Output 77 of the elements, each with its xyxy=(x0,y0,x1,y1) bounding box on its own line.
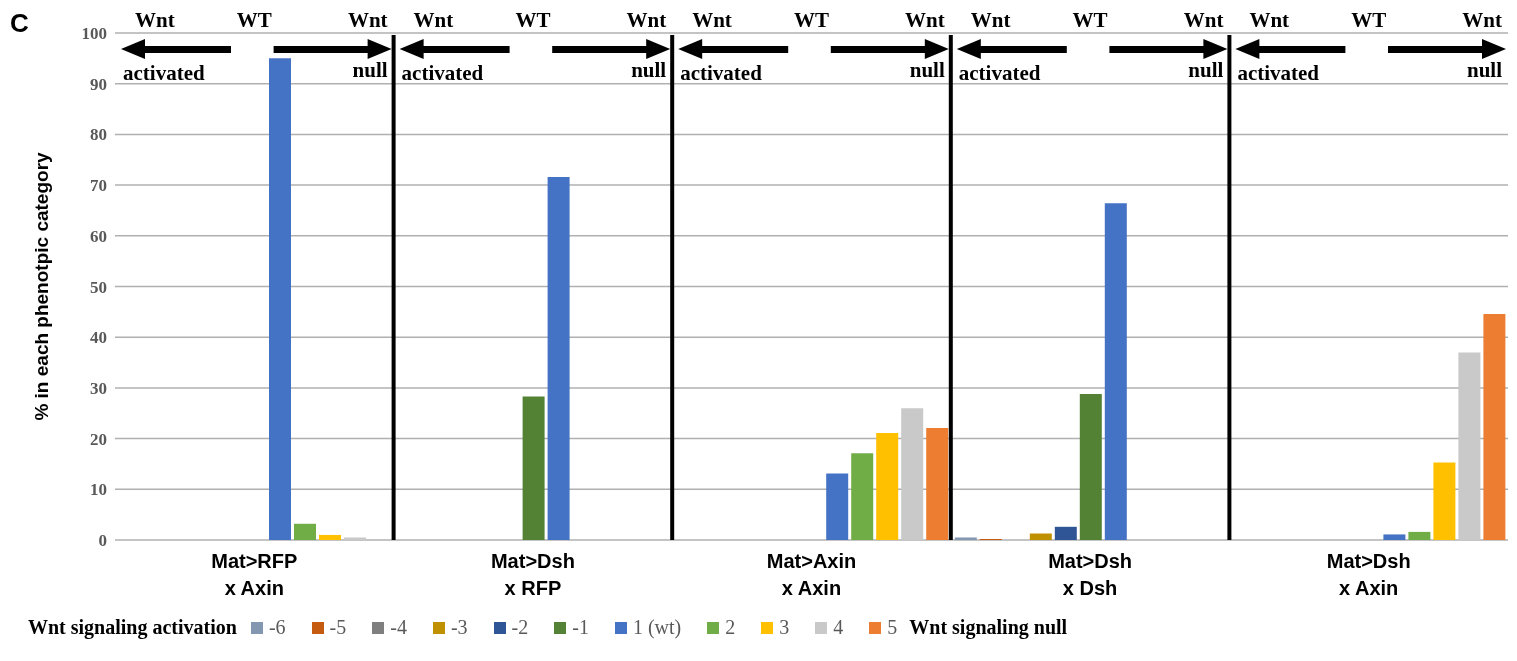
annotation: activated xyxy=(123,61,205,85)
x-tick-label: Mat>RFP x Axin xyxy=(211,550,298,599)
y-tick-label: 30 xyxy=(90,378,107,398)
bar xyxy=(1483,313,1506,540)
bar xyxy=(1458,352,1481,540)
y-tick-label: 40 xyxy=(90,328,107,348)
y-tick-label: 80 xyxy=(90,125,107,145)
text: Wnt xyxy=(1183,8,1224,32)
text: activated xyxy=(401,61,484,85)
bar xyxy=(826,473,849,540)
x-tick-label: Mat>Dsh x RFP xyxy=(490,550,575,599)
text: null xyxy=(909,58,945,82)
bar xyxy=(1383,534,1406,540)
text: activated xyxy=(958,61,1041,85)
text: Wnt xyxy=(413,8,454,32)
legend-label: -2 xyxy=(510,616,529,639)
y-tick-label: 70 xyxy=(90,176,107,196)
bar xyxy=(1054,526,1077,540)
legend-label: -5 xyxy=(328,616,347,639)
text: null xyxy=(1466,58,1502,82)
text: Wnt xyxy=(692,8,732,32)
y-tick-label: 10 xyxy=(90,480,107,500)
bar xyxy=(1029,533,1052,540)
bar xyxy=(294,523,316,540)
text: Wnt xyxy=(1249,8,1290,32)
x-tick-label: Mat>Axin x Axin xyxy=(766,550,857,599)
text: activated xyxy=(680,61,762,85)
text: Wnt xyxy=(970,8,1011,32)
y-tick-label: 90 xyxy=(90,74,107,94)
text: Wnt signaling null xyxy=(909,616,1068,639)
legend-label: -1 xyxy=(571,616,589,639)
text: Wnt xyxy=(135,8,175,32)
text: null xyxy=(1188,58,1224,82)
legend-label: 4 xyxy=(832,616,844,639)
bar xyxy=(269,58,291,540)
text: Wnt xyxy=(905,8,945,32)
legend-label: 2 xyxy=(724,616,736,639)
text: null xyxy=(631,58,667,82)
text: WT xyxy=(793,8,830,32)
text: WT xyxy=(1351,8,1387,32)
bar xyxy=(926,427,949,540)
bar xyxy=(522,396,545,540)
text: WT xyxy=(236,8,272,32)
text: WT xyxy=(1072,8,1108,32)
y-axis-title: % in each phenotpic category xyxy=(30,151,52,421)
text: Wnt signaling activation xyxy=(28,616,237,639)
bar xyxy=(901,408,924,540)
text: Wnt xyxy=(626,8,667,32)
legend-label: 5 xyxy=(886,616,898,639)
bar xyxy=(876,433,899,540)
bar xyxy=(954,537,977,540)
legend-label: -3 xyxy=(449,616,468,639)
y-tick-label: 0 xyxy=(98,531,107,551)
bar xyxy=(319,534,341,540)
annotation: null xyxy=(352,58,388,82)
y-tick-label: 50 xyxy=(90,277,107,297)
y-tick-label: 100 xyxy=(81,24,107,44)
y-tick-label: 20 xyxy=(90,429,107,449)
bar xyxy=(1104,203,1127,540)
text: WT xyxy=(515,8,551,32)
bar xyxy=(1408,531,1431,540)
bar xyxy=(1079,393,1102,540)
bar xyxy=(344,537,366,540)
bar xyxy=(851,453,874,540)
x-tick-label: Mat>Dsh x Dsh xyxy=(1048,550,1133,599)
bar xyxy=(1433,462,1456,540)
bar xyxy=(547,176,570,540)
text: activated xyxy=(1237,61,1320,85)
legend-label: -4 xyxy=(389,616,407,639)
x-tick-label: Mat>Dsh x Axin xyxy=(1326,550,1411,599)
y-tick-label: 60 xyxy=(90,226,107,246)
legend-label: 3 xyxy=(778,616,790,639)
legend-label: 1 (wt) xyxy=(631,616,682,639)
text: Wnt xyxy=(347,8,388,32)
legend-label: -6 xyxy=(267,616,286,639)
text: C xyxy=(10,8,29,38)
text: Wnt xyxy=(1462,8,1502,32)
